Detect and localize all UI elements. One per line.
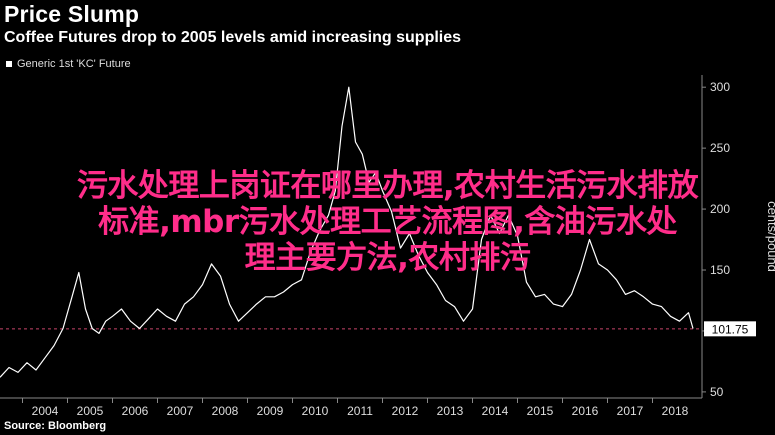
legend-label: Generic 1st 'KC' Future	[17, 58, 131, 70]
x-tick-label: 2011	[347, 404, 373, 418]
last-value-box	[704, 321, 756, 337]
x-tick-label: 2013	[437, 404, 464, 418]
watermark-overlay-text: 污水处理上岗证在哪里办理,农村生活污水排放 标准,mbr污水处理工艺流程图,含油…	[0, 168, 775, 276]
x-tick-label: 2005	[77, 404, 104, 418]
x-tick-label: 2015	[527, 404, 554, 418]
legend-swatch-icon	[6, 61, 12, 67]
chart-legend: Generic 1st 'KC' Future	[6, 58, 131, 70]
series-line	[0, 86, 694, 378]
x-tick-label: 2012	[392, 404, 419, 418]
x-tick-label: 2010	[302, 404, 329, 418]
x-tick-label: 2016	[572, 404, 599, 418]
y-axis-label: cents/pound	[765, 201, 775, 272]
chart-subtitle: Coffee Futures drop to 2005 levels amid …	[4, 29, 462, 46]
overlay-line-3: 理主要方法,农村排污	[244, 240, 531, 276]
x-tick-label: 2008	[212, 404, 239, 418]
y-tick-label: 300	[710, 80, 730, 94]
x-tick-label: 2009	[257, 404, 284, 418]
overlay-line-2: 标准,mbr污水处理工艺流程图,含油污水处	[98, 204, 677, 240]
y-tick-label: 50	[710, 385, 724, 399]
x-tick-label: 2007	[167, 404, 194, 418]
overlay-line-1: 污水处理上岗证在哪里办理,农村生活污水排放	[76, 168, 699, 204]
last-value-label: 101.75	[712, 322, 749, 336]
x-tick-label: 2004	[32, 404, 59, 418]
x-tick-label: 2006	[122, 404, 149, 418]
x-tick-label: 2014	[482, 404, 509, 418]
chart-title: Price Slump	[4, 1, 140, 27]
y-tick-label: 250	[710, 141, 730, 155]
y-tick-label: 150	[710, 263, 730, 277]
x-tick-label: 2017	[617, 404, 644, 418]
source-note: Source: Bloomberg	[4, 420, 107, 432]
y-tick-label: 200	[710, 202, 730, 216]
x-tick-label: 2018	[662, 404, 689, 418]
